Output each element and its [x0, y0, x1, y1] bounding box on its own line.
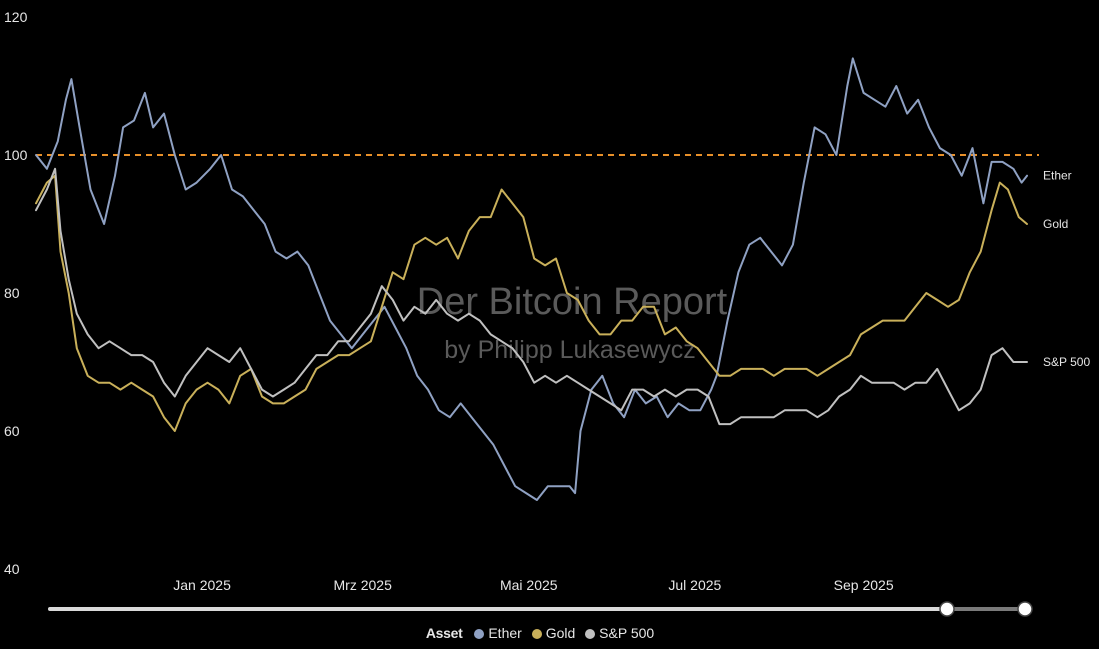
legend-item-sp500[interactable]: S&P 500	[585, 625, 654, 641]
series-end-label-ether: Ether	[1043, 169, 1072, 183]
y-tick-label-100: 100	[4, 147, 28, 163]
legend-dot-ether	[474, 629, 485, 639]
legend-item-ether[interactable]: Ether	[474, 625, 522, 641]
series-end-label-gold: Gold	[1043, 217, 1068, 231]
legend-title: Asset	[425, 625, 463, 641]
series-line-gold	[35, 174, 1028, 432]
watermark: Der Bitcoin Report by Philipp Lukasewycz	[417, 281, 728, 364]
legend: Asset Ether Gold S&P 500	[0, 625, 1086, 641]
range-slider[interactable]	[48, 601, 1033, 617]
legend-label-sp500: S&P 500	[599, 625, 655, 641]
series-end-label-sp500: S&P 500	[1043, 355, 1090, 369]
legend-label-ether: Ether	[488, 625, 522, 641]
watermark-author: by Philipp Lukasewycz	[444, 336, 696, 364]
y-tick-label-120: 120	[4, 9, 28, 25]
x-tick-label-jan-2025: Jan 2025	[173, 577, 231, 593]
x-tick-label-mai-2025: Mai 2025	[500, 577, 558, 593]
legend-label-gold: Gold	[545, 625, 576, 641]
legend-item-gold[interactable]: Gold	[531, 625, 576, 641]
y-tick-label-80: 80	[4, 285, 20, 301]
y-tick-label-40: 40	[4, 561, 20, 577]
slider-handle-start[interactable]	[939, 601, 955, 617]
y-tick-label-60: 60	[4, 423, 20, 439]
slider-handle-end[interactable]	[1017, 601, 1033, 617]
legend-dot-sp500	[585, 629, 596, 639]
x-tick-label-sep-2025: Sep 2025	[834, 577, 894, 593]
legend-dot-gold	[531, 629, 542, 639]
x-tick-label-jul-2025: Jul 2025	[668, 577, 721, 593]
x-tick-label-mrz-2025: Mrz 2025	[334, 577, 393, 593]
series-line-ether	[35, 57, 1028, 501]
watermark-title: Der Bitcoin Report	[417, 281, 728, 323]
series-line-sp500	[35, 167, 1028, 426]
